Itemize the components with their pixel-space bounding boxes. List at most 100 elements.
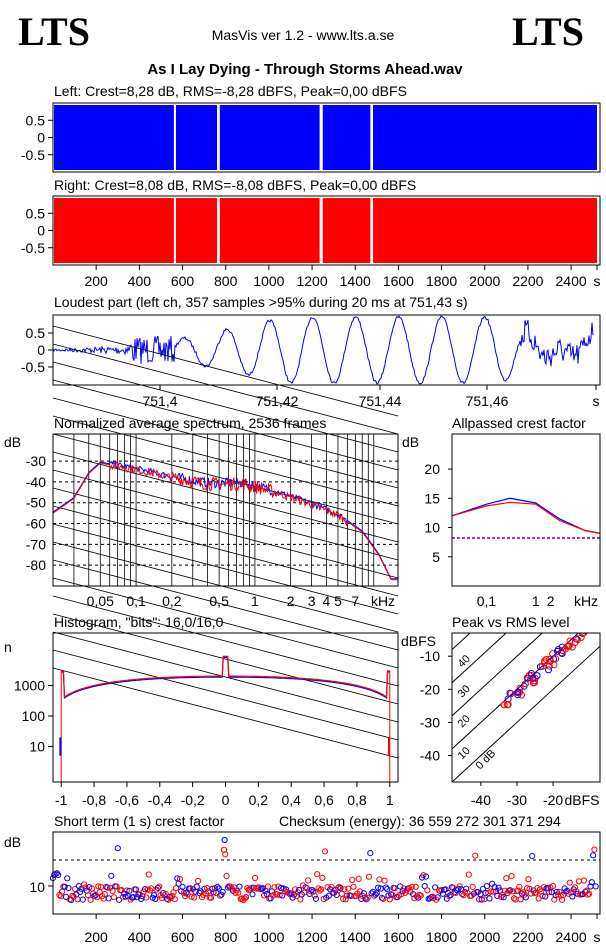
crest-point: [525, 876, 532, 883]
crest-point: [263, 890, 270, 898]
crest-point: [340, 895, 347, 903]
allpass-ytick-label: 5: [432, 549, 440, 565]
crest-point: [510, 895, 518, 902]
allpass-xtick-label: 0,1: [477, 593, 497, 609]
peakrms-xtick-label: -20: [543, 792, 563, 808]
spectrum-xtick-label: 0,5: [209, 593, 229, 609]
peakrms-point: [545, 662, 553, 670]
crest-point: [380, 895, 387, 902]
crest-point: [143, 894, 150, 901]
crest-point: [416, 891, 423, 898]
crest-point: [372, 891, 379, 898]
left-waveform-frame: [52, 102, 601, 173]
spectrum-slope-line: [52, 595, 399, 687]
right-waveform-ytick-label: 0.5: [26, 205, 46, 221]
crest-point: [171, 896, 178, 903]
crest-point: [544, 884, 551, 892]
crest-xtick-label: 1600: [383, 929, 414, 945]
crest-point: [446, 892, 453, 900]
crest-point: [422, 873, 430, 880]
crest-point: [271, 884, 278, 891]
histogram-xtick-label: 0,6: [314, 792, 334, 808]
left-waveform-segment: [373, 105, 597, 170]
left-waveform-ytick-label: 0.5: [26, 112, 46, 128]
crest-point: [461, 888, 468, 896]
crest-point: [113, 883, 120, 890]
crest-point: [434, 894, 441, 901]
peakrms-point: [507, 690, 515, 698]
crest-point: [176, 876, 183, 883]
crest-point: [522, 894, 529, 901]
peakrms-point: [550, 661, 558, 669]
crest-point: [132, 886, 139, 893]
spectrum-slope-line: [52, 343, 399, 435]
crest-point: [424, 887, 431, 894]
crest-point: [289, 894, 296, 901]
histogram-ytick-label: 10: [29, 739, 45, 755]
crest-point: [214, 883, 221, 891]
crest-point: [318, 886, 325, 893]
file-title: As I Lay Dying - Through Storms Ahead.wa…: [147, 61, 463, 78]
crest-point: [180, 890, 187, 897]
loudest-xtick-label: 751,4: [142, 393, 177, 409]
histogram-xtick-label: 0: [222, 792, 230, 808]
peakrms-point: [533, 672, 541, 680]
peakrms-point: [593, 633, 597, 634]
crest-point: [193, 883, 200, 890]
peakrms-point: [566, 637, 574, 645]
crest-point: [500, 894, 507, 901]
spectrum-xtick-label: 2: [287, 593, 295, 609]
crest-point: [154, 884, 161, 892]
loudest-line: [52, 315, 594, 385]
crest-xtick-label: 2200: [512, 929, 543, 945]
spectrum-slope-line: [52, 487, 399, 579]
crest-title: Short term (1 s) crest factor: [54, 813, 225, 829]
crest-point: [345, 885, 352, 892]
peakrms-point: [598, 633, 600, 634]
peakrms-point: [599, 627, 605, 633]
left-waveform-segment: [54, 105, 174, 170]
spectrum-frame: [52, 433, 399, 587]
logo-right: LTS: [512, 9, 584, 54]
crest-point: [219, 888, 226, 896]
crest-point: [316, 887, 323, 894]
crest-point: [325, 892, 332, 899]
crest-point: [478, 896, 485, 903]
spectrum-ytick-label: -50: [26, 495, 46, 511]
peakrms-point: [564, 642, 572, 650]
crest-point: [491, 884, 498, 891]
crest-point: [337, 885, 344, 892]
spectrum-slope-line: [52, 631, 399, 723]
histogram-title: Histogram, "bits": 16,0/16,0: [54, 614, 224, 630]
crest-point: [564, 887, 571, 895]
peakrms-point: [516, 684, 524, 692]
crest-point: [53, 870, 61, 877]
peakrms-point: [530, 677, 538, 685]
peakrms-ytick-label: -10: [420, 648, 440, 664]
spectrum-ytick-label: -30: [26, 453, 46, 469]
peakrms-diagonal: [452, 633, 543, 717]
crest-point: [381, 877, 388, 884]
crest-point: [586, 890, 593, 897]
left-waveform-ytick-label: 0: [37, 130, 45, 146]
crest-point: [104, 884, 111, 891]
crest-point: [69, 892, 76, 899]
logo-left: LTS: [18, 9, 90, 54]
crest-point: [108, 872, 115, 879]
crest-point: [310, 888, 317, 895]
time-xtick-label: 2000: [469, 273, 500, 289]
crest-point: [65, 884, 72, 892]
loudest-ytick-label: 0: [37, 342, 45, 358]
peakrms-ytick-label: -40: [420, 748, 440, 764]
spectrum-ylabel: dB: [4, 434, 21, 450]
peakrms-point: [590, 633, 593, 634]
crest-point: [575, 878, 583, 885]
crest-point: [364, 894, 371, 901]
crest-point: [539, 892, 546, 900]
crest-point: [373, 890, 380, 897]
crest-point: [109, 887, 116, 895]
crest-point: [343, 892, 351, 899]
histogram-xtick-label: -1: [55, 792, 68, 808]
peakrms-diag-label: 40: [456, 653, 473, 670]
peakrms-diagonal: [452, 633, 580, 750]
